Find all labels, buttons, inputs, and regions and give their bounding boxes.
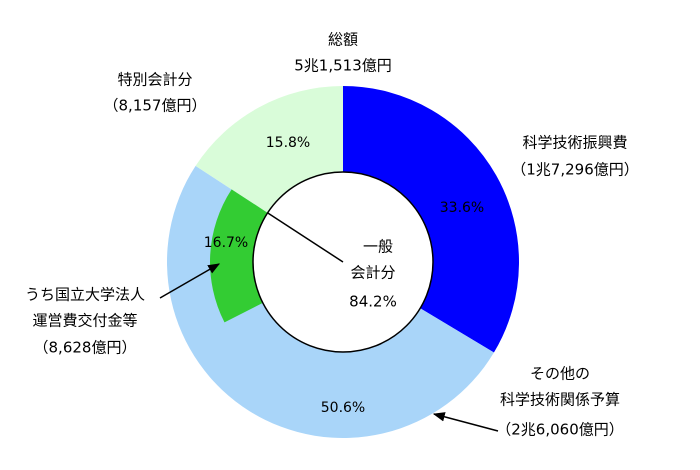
- category-label: 科学技術関係予算: [500, 391, 620, 409]
- sub-value-label: 16.7%: [204, 235, 248, 251]
- center-name: 一般: [363, 238, 393, 256]
- arrow: [159, 263, 221, 299]
- arrow: [432, 412, 499, 432]
- category-label: 科学技術振興費: [522, 134, 627, 152]
- category-label: 特別会計分: [117, 71, 192, 89]
- amount-label: （1兆7,296億円）: [511, 161, 639, 179]
- amount-label: （2兆6,060億円）: [496, 421, 624, 439]
- total-name: 総額: [328, 31, 358, 49]
- rings: [166, 86, 519, 439]
- value-label: 50.6%: [321, 400, 365, 416]
- value-label: 15.8%: [266, 135, 310, 151]
- donut-segment: [195, 86, 343, 213]
- value-label: 33.6%: [440, 200, 484, 216]
- category-label: その他の: [530, 365, 590, 383]
- general-account-divider: [267, 212, 344, 263]
- sub-segment: [210, 189, 268, 323]
- center-name: 会計分: [350, 264, 395, 282]
- donut-segment: [343, 86, 519, 353]
- sub-amount: （8,628億円）: [34, 339, 137, 357]
- sub-name: うち国立大学法人: [25, 286, 145, 304]
- total-amount: 5兆1,513億円: [294, 57, 392, 75]
- amount-label: （8,157億円）: [104, 97, 207, 115]
- center-value-label: 84.2%: [349, 293, 397, 311]
- sub-name: 運営費交付金等: [32, 312, 137, 330]
